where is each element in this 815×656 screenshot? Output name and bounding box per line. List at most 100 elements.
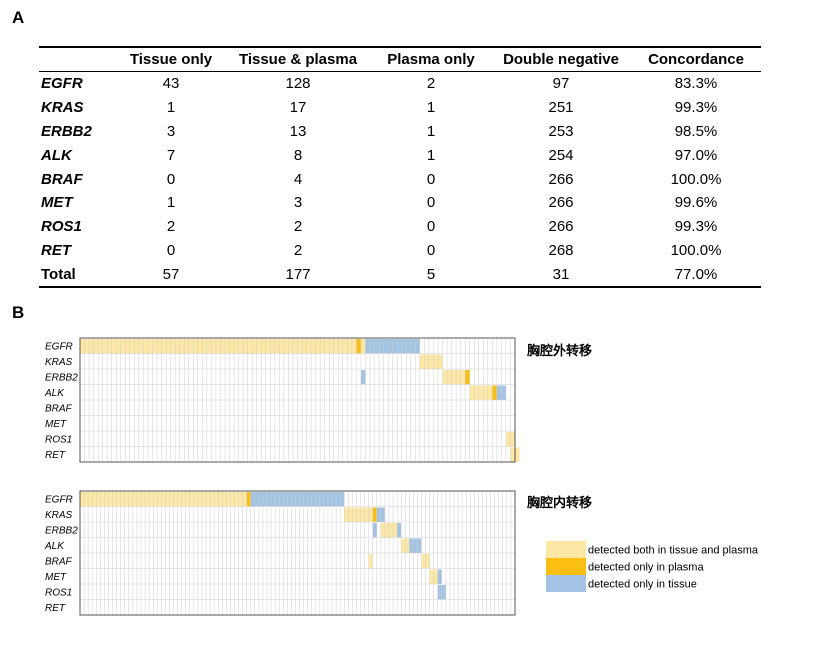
gene-name: BRAF	[41, 170, 83, 188]
concordance-table: Tissue only Tissue & plasma Plasma only …	[39, 46, 761, 288]
table-cell: 1	[166, 99, 176, 117]
gene-label: ERBB2	[45, 373, 78, 384]
table-cell: 251	[548, 99, 574, 117]
alteration-tissue	[409, 538, 422, 553]
gene-label: KRAS	[45, 357, 73, 368]
table-row: EGFR 43 128 2 97 83.3%	[39, 72, 761, 96]
legend-swatch-tissue	[546, 575, 586, 592]
gene-label: ALK	[44, 388, 65, 399]
gene-label: ROS1	[45, 588, 72, 599]
table-cell: 128	[285, 75, 311, 93]
legend-label: detected only in plasma	[588, 562, 704, 574]
gene-name: MET	[41, 194, 73, 212]
alteration-both	[344, 507, 373, 522]
table-total-row: Total 57 177 5 31 77.0%	[39, 262, 761, 288]
table-cell: 3	[293, 194, 303, 212]
table-cell: 99.6%	[674, 194, 718, 212]
gene-label: MET	[45, 419, 67, 430]
alteration-both	[469, 385, 493, 400]
table-cell: 97	[552, 75, 570, 93]
alteration-both	[360, 339, 366, 354]
table-cell: 1	[426, 99, 436, 117]
gene-name: ROS1	[41, 218, 82, 236]
gene-label: BRAF	[45, 404, 73, 415]
legend-swatch-plasma	[546, 558, 586, 575]
table-cell: 100.0%	[670, 241, 722, 259]
table-cell: 266	[548, 170, 574, 188]
table-cell: 5	[426, 265, 436, 283]
gene-label: ROS1	[45, 435, 72, 446]
table-cell: 0	[166, 241, 176, 259]
alteration-plasma	[372, 507, 377, 522]
gene-name: ERBB2	[41, 122, 92, 140]
table-cell: 31	[552, 265, 570, 283]
table-row: RET 0 2 0 268 100.0%	[39, 239, 761, 263]
table-cell: 17	[289, 99, 307, 117]
alteration-both	[442, 370, 466, 385]
table-cell: 1	[166, 194, 176, 212]
alteration-both	[80, 492, 247, 507]
alteration-tissue	[437, 569, 442, 584]
table-cell: 177	[285, 265, 311, 283]
alteration-tissue	[250, 492, 345, 507]
table-cell: 1	[426, 146, 436, 164]
alteration-both	[80, 339, 357, 354]
table-cell: 266	[548, 218, 574, 236]
alteration-plasma	[246, 492, 251, 507]
gene-label: EGFR	[45, 495, 73, 506]
header-plasma-only: Plasma only	[387, 51, 475, 68]
gene-name: RET	[41, 241, 71, 259]
gene-name: ALK	[41, 146, 72, 164]
table-row: ERBB2 3 13 1 253 98.5%	[39, 120, 761, 144]
table-cell: 43	[162, 75, 180, 93]
gene-name: KRAS	[41, 99, 84, 117]
oncoprint-frame	[79, 337, 516, 463]
table-cell: 83.3%	[674, 75, 718, 93]
header-double-negative: Double negative	[503, 51, 619, 68]
table-cell: 100.0%	[670, 170, 722, 188]
gene-label: BRAF	[45, 557, 73, 568]
table-row: BRAF 0 4 0 266 100.0%	[39, 167, 761, 191]
legend-label: detected both in tissue and plasma	[588, 545, 759, 557]
table-header-row: Tissue only Tissue & plasma Plasma only …	[39, 47, 761, 72]
gene-label: KRAS	[45, 510, 73, 521]
panel-a-label: A	[12, 8, 25, 27]
table-row: ALK 7 8 1 254 97.0%	[39, 143, 761, 167]
legend-swatch-both	[546, 541, 586, 558]
gene-label: RET	[45, 450, 66, 461]
alteration-plasma	[356, 339, 361, 354]
header-concordance: Concordance	[648, 51, 744, 68]
legend-label: detected only in tissue	[588, 579, 697, 591]
table-cell: 7	[166, 146, 176, 164]
alteration-tissue	[397, 523, 402, 538]
table-cell: 2	[426, 75, 436, 93]
table-cell: 97.0%	[674, 146, 718, 164]
table-row: ROS1 2 2 0 266 99.3%	[39, 215, 761, 239]
panel-b-label: B	[12, 303, 25, 322]
table-cell: 3	[166, 122, 176, 140]
total-label: Total	[41, 265, 76, 283]
gene-name: EGFR	[41, 75, 83, 93]
oncoprint-frame	[79, 490, 516, 616]
table-cell: 57	[162, 265, 180, 283]
table-cell: 2	[293, 218, 303, 236]
table-row: MET 1 3 0 266 99.6%	[39, 191, 761, 215]
table-cell: 98.5%	[674, 122, 718, 140]
alteration-plasma	[492, 385, 497, 400]
table-cell: 77.0%	[674, 265, 718, 283]
table-cell: 253	[548, 122, 574, 140]
table-cell: 0	[426, 241, 436, 259]
table-cell: 1	[426, 122, 436, 140]
table-row: KRAS 1 17 1 251 99.3%	[39, 96, 761, 120]
gene-label: RET	[45, 603, 66, 614]
table-cell: 99.3%	[674, 99, 718, 117]
table-cell: 13	[289, 122, 307, 140]
table-cell: 254	[548, 146, 574, 164]
gene-label: EGFR	[45, 342, 73, 353]
table-cell: 266	[548, 194, 574, 212]
table-cell: 0	[426, 170, 436, 188]
gene-label: ALK	[44, 541, 65, 552]
alteration-plasma	[465, 370, 470, 385]
alteration-tissue	[372, 523, 377, 538]
table-cell: 0	[166, 170, 176, 188]
